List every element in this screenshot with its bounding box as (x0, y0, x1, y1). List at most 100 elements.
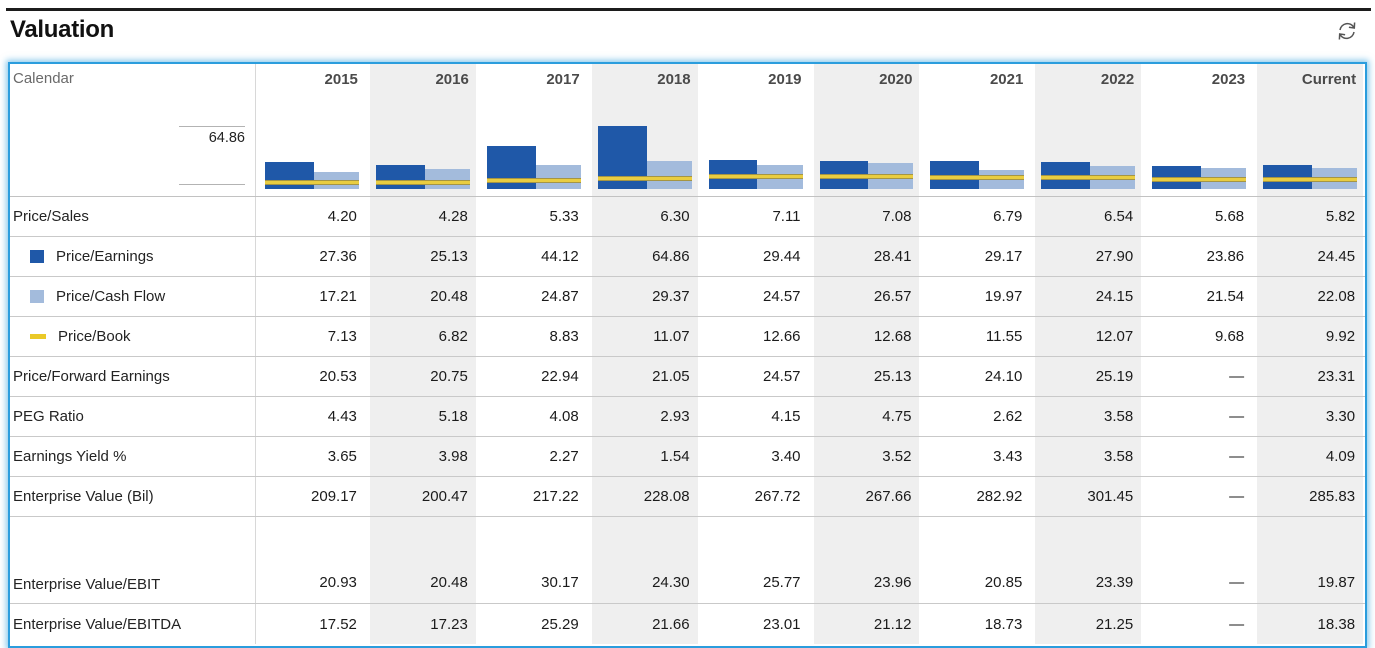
row-label-cell: Enterprise Value/EBIT (10, 517, 256, 603)
value-cell: 20.75 (367, 357, 478, 396)
value-cell: 285.83 (1254, 477, 1365, 516)
cell-value: 20.85 (984, 574, 1023, 591)
year-column-header: 2021 (989, 71, 1024, 88)
cell-value: 64.86 (652, 248, 690, 265)
value-cell: 21.54 (1143, 277, 1254, 316)
cell-value: 209.17 (311, 488, 357, 505)
cell-value: 2.27 (549, 448, 579, 465)
cell-value: 19.97 (984, 288, 1023, 305)
cell-value: 4.28 (438, 208, 468, 225)
value-cell: 22.94 (478, 357, 589, 396)
cell-value: 7.13 (327, 328, 357, 345)
refresh-button[interactable] (1331, 16, 1363, 48)
cell-value: — (1229, 448, 1245, 465)
price-earnings-bar (265, 162, 314, 189)
value-cell: 3.58 (1032, 397, 1143, 436)
value-cell: 17.52 (256, 604, 367, 644)
cell-value: 20.93 (319, 574, 357, 591)
cell-value: 24.45 (1317, 248, 1356, 265)
row-value-cells: 20.53 20.75 22.94 21.05 24.57 25.13 24.10 25.19… (256, 357, 1365, 396)
value-cell: 23.31 (1254, 357, 1365, 396)
cell-value: 23.39 (1095, 574, 1134, 591)
table-row: PEG Ratio 4.43 5.18 4.08 2.93 4.15 4.75 2.62 3.5… (10, 397, 1365, 437)
value-cell: 18.38 (1254, 604, 1365, 644)
value-cell: 21.05 (589, 357, 700, 396)
row-value-cells: 17.21 20.48 24.87 29.37 24.57 26.57 19.97 24.15… (256, 277, 1365, 316)
cell-value: 4.08 (549, 408, 579, 425)
row-value-cells: 4.20 4.28 5.33 6.30 7.11 7.08 6.79 6.54 5.68 5.82 (256, 197, 1365, 236)
value-cell: 217.22 (478, 477, 589, 516)
cell-value: 7.08 (882, 208, 912, 225)
value-cell: 2.62 (921, 397, 1032, 436)
row-label-cell: Price/Earnings (10, 237, 256, 276)
value-cell: 29.37 (589, 277, 700, 316)
value-cell: 4.20 (256, 197, 367, 236)
cell-value: 3.30 (1325, 408, 1356, 425)
cell-value: 301.45 (1087, 488, 1134, 505)
value-cell: 19.97 (921, 277, 1032, 316)
row-value-cells: 4.43 5.18 4.08 2.93 4.15 4.75 2.62 3.58 — 3.30 (256, 397, 1365, 436)
cell-value: 5.68 (1214, 208, 1245, 225)
cell-value: 3.40 (771, 448, 801, 465)
value-cell: 2.27 (478, 437, 589, 476)
table-row: Price/Book 7.13 6.82 8.83 11.07 12.66 12.68 11.… (10, 317, 1365, 357)
table-row: Price/Forward Earnings 20.53 20.75 22.94 21.… (10, 357, 1365, 397)
cell-value: 18.38 (1317, 615, 1356, 633)
row-label-cell: Price/Forward Earnings (10, 357, 256, 396)
value-cell: 4.75 (811, 397, 922, 436)
cell-value: 4.09 (1325, 448, 1356, 465)
cell-value: 6.54 (1104, 208, 1134, 225)
cell-value: 3.58 (1104, 408, 1134, 425)
value-cell: 20.85 (921, 517, 1032, 603)
cell-value: 29.44 (762, 248, 801, 265)
year-column-header: 2017 (546, 71, 580, 88)
price-book-line (1041, 174, 1136, 180)
year-column-2018: 2018 (589, 64, 700, 196)
value-cell: 44.12 (478, 237, 589, 276)
cell-value: 282.92 (976, 488, 1023, 505)
value-cell: 1.54 (589, 437, 700, 476)
table-body: Price/Sales 4.20 4.28 5.33 6.30 7.11 7.08 6.79 6… (10, 197, 1365, 644)
value-cell: 200.47 (367, 477, 478, 516)
valuation-grid: Calendar 64.86 2015 2016 2017 2018 2019 2020 2… (10, 64, 1365, 646)
row-label-cell: Price/Book (10, 317, 256, 356)
valuation-panel[interactable]: Calendar 64.86 2015 2016 2017 2018 2019 2020 2… (8, 62, 1367, 648)
cell-value: 17.52 (319, 615, 357, 633)
cell-value: 3.43 (993, 448, 1023, 465)
cell-value: 5.82 (1325, 208, 1356, 225)
cell-value: 2.62 (993, 408, 1023, 425)
row-value-cells: 3.65 3.98 2.27 1.54 3.40 3.52 3.43 3.58 — 4.09 (256, 437, 1365, 476)
refresh-icon (1333, 17, 1361, 48)
year-column-header: 2023 (1211, 71, 1246, 88)
value-cell: 24.57 (700, 277, 811, 316)
row-value-cells: 27.36 25.13 44.12 64.86 29.44 28.41 29.17 27.90… (256, 237, 1365, 276)
cell-value: 5.33 (549, 208, 579, 225)
value-cell: 5.82 (1254, 197, 1365, 236)
value-cell: 20.93 (256, 517, 367, 603)
value-cell: — (1143, 437, 1254, 476)
value-cell: — (1143, 604, 1254, 644)
value-cell: 3.52 (811, 437, 922, 476)
value-cell: — (1143, 477, 1254, 516)
cell-value: 3.58 (1104, 448, 1134, 465)
row-label-cell: Earnings Yield % (10, 437, 256, 476)
row-label: PEG Ratio (13, 408, 84, 425)
value-cell: 11.07 (589, 317, 700, 356)
value-cell: 12.68 (811, 317, 922, 356)
value-cell: 23.01 (700, 604, 811, 644)
cell-value: 25.13 (873, 368, 912, 385)
chart-header-row: Calendar 64.86 2015 2016 2017 2018 2019 2020 2… (10, 64, 1365, 197)
cell-value: 20.48 (430, 288, 468, 305)
cell-value: — (1229, 574, 1245, 591)
cell-value: 22.94 (541, 368, 579, 385)
row-value-cells: 209.17 200.47 217.22 228.08 267.72 267.66 282.… (256, 477, 1365, 516)
cell-value: 25.77 (762, 574, 801, 591)
value-cell: 27.90 (1032, 237, 1143, 276)
cell-value: 20.75 (430, 368, 468, 385)
cell-value: 9.92 (1325, 328, 1356, 345)
price-book-line (819, 174, 914, 180)
cell-value: 4.15 (771, 408, 801, 425)
value-cell: 25.13 (811, 357, 922, 396)
cell-value: 21.05 (652, 368, 690, 385)
value-cell: 23.86 (1143, 237, 1254, 276)
